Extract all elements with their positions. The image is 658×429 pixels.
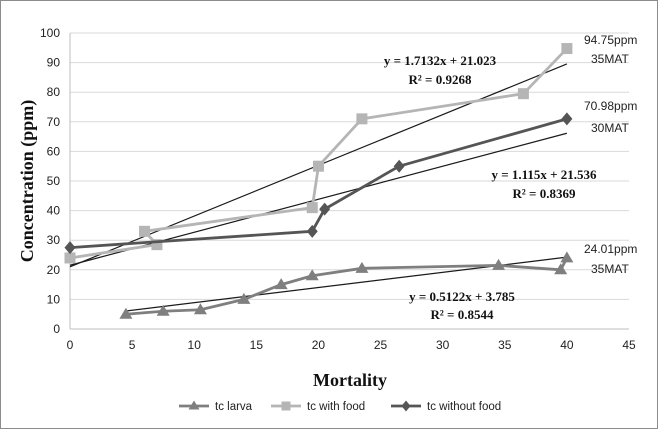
y-tick-label: 40 [47, 204, 61, 218]
r2-without-food: R² = 0.8369 [513, 186, 576, 201]
x-tick-label: 25 [374, 338, 388, 352]
y-tick-label: 60 [47, 144, 61, 158]
point-tc-larva [560, 251, 574, 263]
point-tc-with-food [561, 43, 573, 55]
equation-without-food: y = 1.115x + 21.536 [491, 167, 597, 182]
x-tick-label: 10 [188, 338, 202, 352]
x-tick-label: 20 [312, 338, 326, 352]
point-tc-with-food [64, 252, 76, 264]
legend: tc larva tc with food tc without food [179, 400, 501, 413]
point-tc-without-food [64, 241, 76, 255]
point-tc-with-food [356, 113, 368, 125]
point-tc-larva [492, 258, 506, 270]
note-without-food-ppm: 70.98ppm [584, 99, 637, 113]
note-without-food-mat: 30MAT [591, 121, 629, 135]
y-tick-label: 50 [47, 174, 61, 188]
axes [69, 33, 629, 330]
point-tc-larva [237, 292, 251, 304]
y-tick-label: 10 [47, 292, 61, 306]
legend-label-tc-without-food: tc without food [427, 401, 501, 413]
r2-with-food: R² = 0.9268 [409, 72, 472, 87]
x-axis-title: Mortality [313, 370, 387, 390]
point-tc-without-food [561, 112, 573, 126]
x-tick-label: 45 [622, 338, 636, 352]
note-with-food-ppm: 94.75ppm [584, 33, 637, 47]
series-line-tc-larva [125, 257, 569, 316]
point-tc-with-food [306, 202, 318, 214]
point-tc-larva [305, 269, 319, 281]
point-tc-without-food [393, 159, 405, 173]
x-tick-label: 0 [67, 338, 74, 352]
point-tc-larva [193, 303, 207, 315]
y-tick-label: 30 [47, 233, 61, 247]
point-tc-larva [119, 307, 133, 319]
point-tc-without-food [306, 224, 318, 238]
point-tc-with-food [312, 160, 324, 172]
note-with-food-mat: 35MAT [591, 52, 629, 66]
point-tc-with-food [151, 239, 163, 251]
point-tc-larva [156, 304, 170, 316]
x-tick-label: 5 [129, 338, 136, 352]
x-tick-label: 40 [560, 338, 574, 352]
legend-label-tc-with-food: tc with food [307, 401, 365, 413]
legend-marker-tc-with-food [281, 401, 291, 411]
point-tc-with-food [517, 88, 529, 100]
x-tick-label: 15 [250, 338, 264, 352]
y-tick-label: 70 [47, 115, 61, 129]
r2-larva: R² = 0.8544 [431, 307, 494, 322]
x-tick-label: 30 [436, 338, 450, 352]
point-tc-with-food [139, 225, 151, 237]
legend-marker-tc-without-food [401, 400, 411, 412]
y-tick-label: 90 [47, 56, 61, 70]
point-tc-larva [274, 278, 288, 290]
y-tick-label: 100 [40, 26, 60, 40]
legend-marker-tc-larva [188, 400, 200, 410]
y-tick-label: 80 [47, 85, 61, 99]
y-axis-title: Concentration (ppm) [17, 100, 38, 263]
point-tc-larva [554, 263, 568, 275]
note-larva-mat: 35MAT [591, 262, 629, 276]
data-series [64, 43, 574, 319]
equation-with-food: y = 1.7132x + 21.023 [384, 53, 497, 68]
equation-larva: y = 0.5122x + 3.785 [409, 289, 515, 304]
note-larva-ppm: 24.01ppm [584, 242, 637, 256]
legend-label-tc-larva: tc larva [215, 401, 253, 413]
point-tc-without-food [319, 202, 331, 216]
tick-labels: 0 10 20 30 40 50 60 70 80 90 100 0 5 10 15 20 25 30 35 40 45 [40, 26, 636, 352]
y-tick-label: 20 [47, 263, 61, 277]
gridlines [70, 32, 629, 330]
y-tick-label: 0 [53, 322, 60, 336]
point-tc-larva [355, 261, 369, 273]
x-tick-label: 35 [498, 338, 512, 352]
